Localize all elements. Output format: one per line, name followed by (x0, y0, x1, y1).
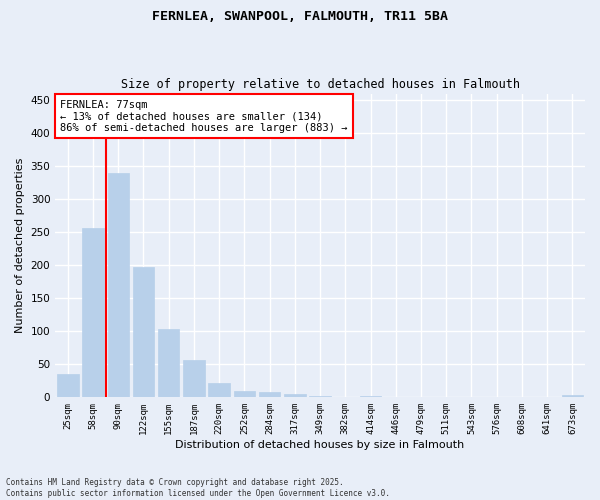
Bar (562, 396, 583, 398)
Text: FERNLEA: 77sqm
← 13% of detached houses are smaller (134)
86% of semi-detached h: FERNLEA: 77sqm ← 13% of detached houses … (61, 100, 348, 133)
Bar (183, 360, 205, 398)
Bar (259, 392, 280, 398)
Bar (107, 173, 129, 398)
Bar (360, 396, 381, 398)
Title: Size of property relative to detached houses in Falmouth: Size of property relative to detached ho… (121, 78, 520, 91)
Text: FERNLEA, SWANPOOL, FALMOUTH, TR11 5BA: FERNLEA, SWANPOOL, FALMOUTH, TR11 5BA (152, 10, 448, 23)
Bar (310, 396, 331, 398)
Bar (284, 394, 305, 398)
Bar (57, 374, 79, 398)
Bar (133, 267, 154, 398)
Y-axis label: Number of detached properties: Number of detached properties (15, 158, 25, 333)
Bar (82, 228, 104, 398)
X-axis label: Distribution of detached houses by size in Falmouth: Distribution of detached houses by size … (175, 440, 465, 450)
Bar (158, 330, 179, 398)
Bar (233, 392, 255, 398)
Text: Contains HM Land Registry data © Crown copyright and database right 2025.
Contai: Contains HM Land Registry data © Crown c… (6, 478, 390, 498)
Bar (208, 384, 230, 398)
